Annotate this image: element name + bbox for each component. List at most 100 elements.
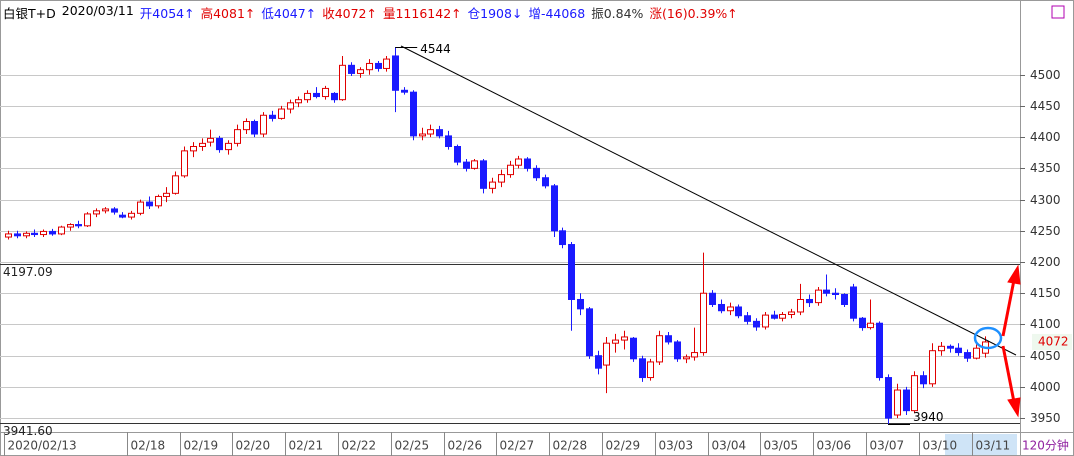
candle-body (251, 121, 258, 135)
candle-body (515, 158, 522, 166)
x-tick-label: 02/21 (289, 439, 324, 453)
settings-icon[interactable] (1051, 5, 1065, 19)
candle-body (876, 322, 883, 379)
candle-body (903, 389, 910, 412)
x-tick-label: 02/25 (395, 439, 430, 453)
candle-body (683, 356, 690, 360)
header-item: 高4081↑ (200, 6, 256, 21)
candle-body (75, 224, 82, 227)
candle-body (357, 69, 364, 74)
candle-body (841, 293, 848, 305)
candle-body (234, 129, 241, 144)
candle-body (665, 335, 672, 343)
candle-body (586, 308, 593, 357)
candle-body (630, 337, 637, 360)
x-tick-label: 02/22 (342, 439, 377, 453)
candle-body (964, 352, 971, 359)
candle-body (938, 345, 945, 352)
arrow-down (1001, 345, 1016, 403)
candle-body (401, 89, 408, 93)
y-tick-label: 4200 (1030, 255, 1061, 269)
candle-body (269, 114, 276, 119)
arrows (1001, 264, 1021, 418)
candle-body (331, 92, 338, 101)
y-tick-label: 4450 (1030, 99, 1061, 113)
crosshair-highlight (945, 434, 1017, 455)
candle-body (128, 212, 135, 218)
candle-body (427, 129, 434, 135)
candle-body (392, 55, 399, 91)
candle-body (137, 201, 144, 214)
candle-body (14, 233, 21, 237)
candle-body (647, 361, 654, 379)
candle-body (23, 232, 30, 237)
candle-body (419, 133, 426, 137)
y-tick-label: 4300 (1030, 193, 1061, 207)
header-item: 低4047↑ (261, 6, 317, 21)
candle-body (718, 303, 725, 312)
candle-body (911, 375, 918, 412)
candle-body (735, 306, 742, 317)
candle-body (542, 177, 549, 187)
candle-body (93, 210, 100, 215)
plot: 3950 4000 4050 4100 4150 4200 4250 4300 4350 4400… (0, 42, 1072, 456)
annotation-label: 4544 (420, 42, 451, 56)
y-tick-label: 4250 (1030, 224, 1061, 238)
candle-body (595, 355, 602, 369)
candle-body (463, 161, 470, 169)
candle-body (339, 64, 346, 101)
candle-body (612, 339, 619, 344)
candle-body (823, 289, 830, 294)
candle-body (674, 341, 681, 360)
candle-body (216, 137, 223, 151)
candle-body (410, 91, 417, 137)
candle-body (947, 345, 954, 349)
candle-body (49, 230, 56, 235)
header-item: 涨(16)0.39%↑ (649, 6, 738, 21)
candle-body (753, 320, 760, 328)
candle-body (5, 233, 12, 238)
candle-body (779, 313, 786, 319)
y-tick-label: 4400 (1030, 130, 1061, 144)
candle-body (40, 230, 47, 236)
candle-body (489, 181, 496, 189)
last-price: 4072 (1038, 334, 1069, 348)
reference-label: 3941.60 (3, 424, 53, 438)
x-tick-label: 02/18 (131, 439, 166, 453)
candle-body (577, 298, 584, 310)
x-tick-label: 03/10 (923, 439, 958, 453)
candle-body (146, 201, 153, 207)
candle-body (243, 121, 250, 131)
header-item: 仓1908↓ (467, 6, 523, 21)
header-item: 增-44068 (528, 6, 586, 21)
y-tick-label: 3950 (1030, 411, 1061, 425)
x-tick-label: 03/06 (817, 439, 852, 453)
header-item: 量1116142↑ (382, 6, 462, 21)
candle-body (498, 174, 505, 183)
annotation-label: 3940 (913, 410, 944, 424)
x-tick-label: 02/19 (184, 439, 219, 453)
candle-body (454, 146, 461, 163)
period-label[interactable]: 120分钟 (1022, 438, 1069, 453)
x-tick-label: 02/26 (448, 439, 483, 453)
candle-body (850, 286, 857, 319)
candle-body (287, 102, 294, 110)
candle-body (867, 322, 874, 329)
arrow-head (1007, 397, 1021, 418)
candle-body (691, 352, 698, 358)
candle-body (199, 142, 206, 148)
arrow-up (1001, 279, 1016, 337)
candle-body (322, 87, 329, 98)
instrument: 白银T+D (3, 6, 56, 21)
candle-body (207, 137, 214, 143)
candle-body (894, 389, 901, 416)
candle-body (155, 195, 162, 207)
candle-body (920, 375, 927, 385)
candle-body (172, 175, 179, 194)
date: 2020/03/11 (61, 3, 134, 18)
candle-body (709, 292, 716, 305)
candle-body (181, 150, 188, 177)
y-tick-label: 4050 (1030, 349, 1061, 363)
candle-body (445, 135, 452, 148)
